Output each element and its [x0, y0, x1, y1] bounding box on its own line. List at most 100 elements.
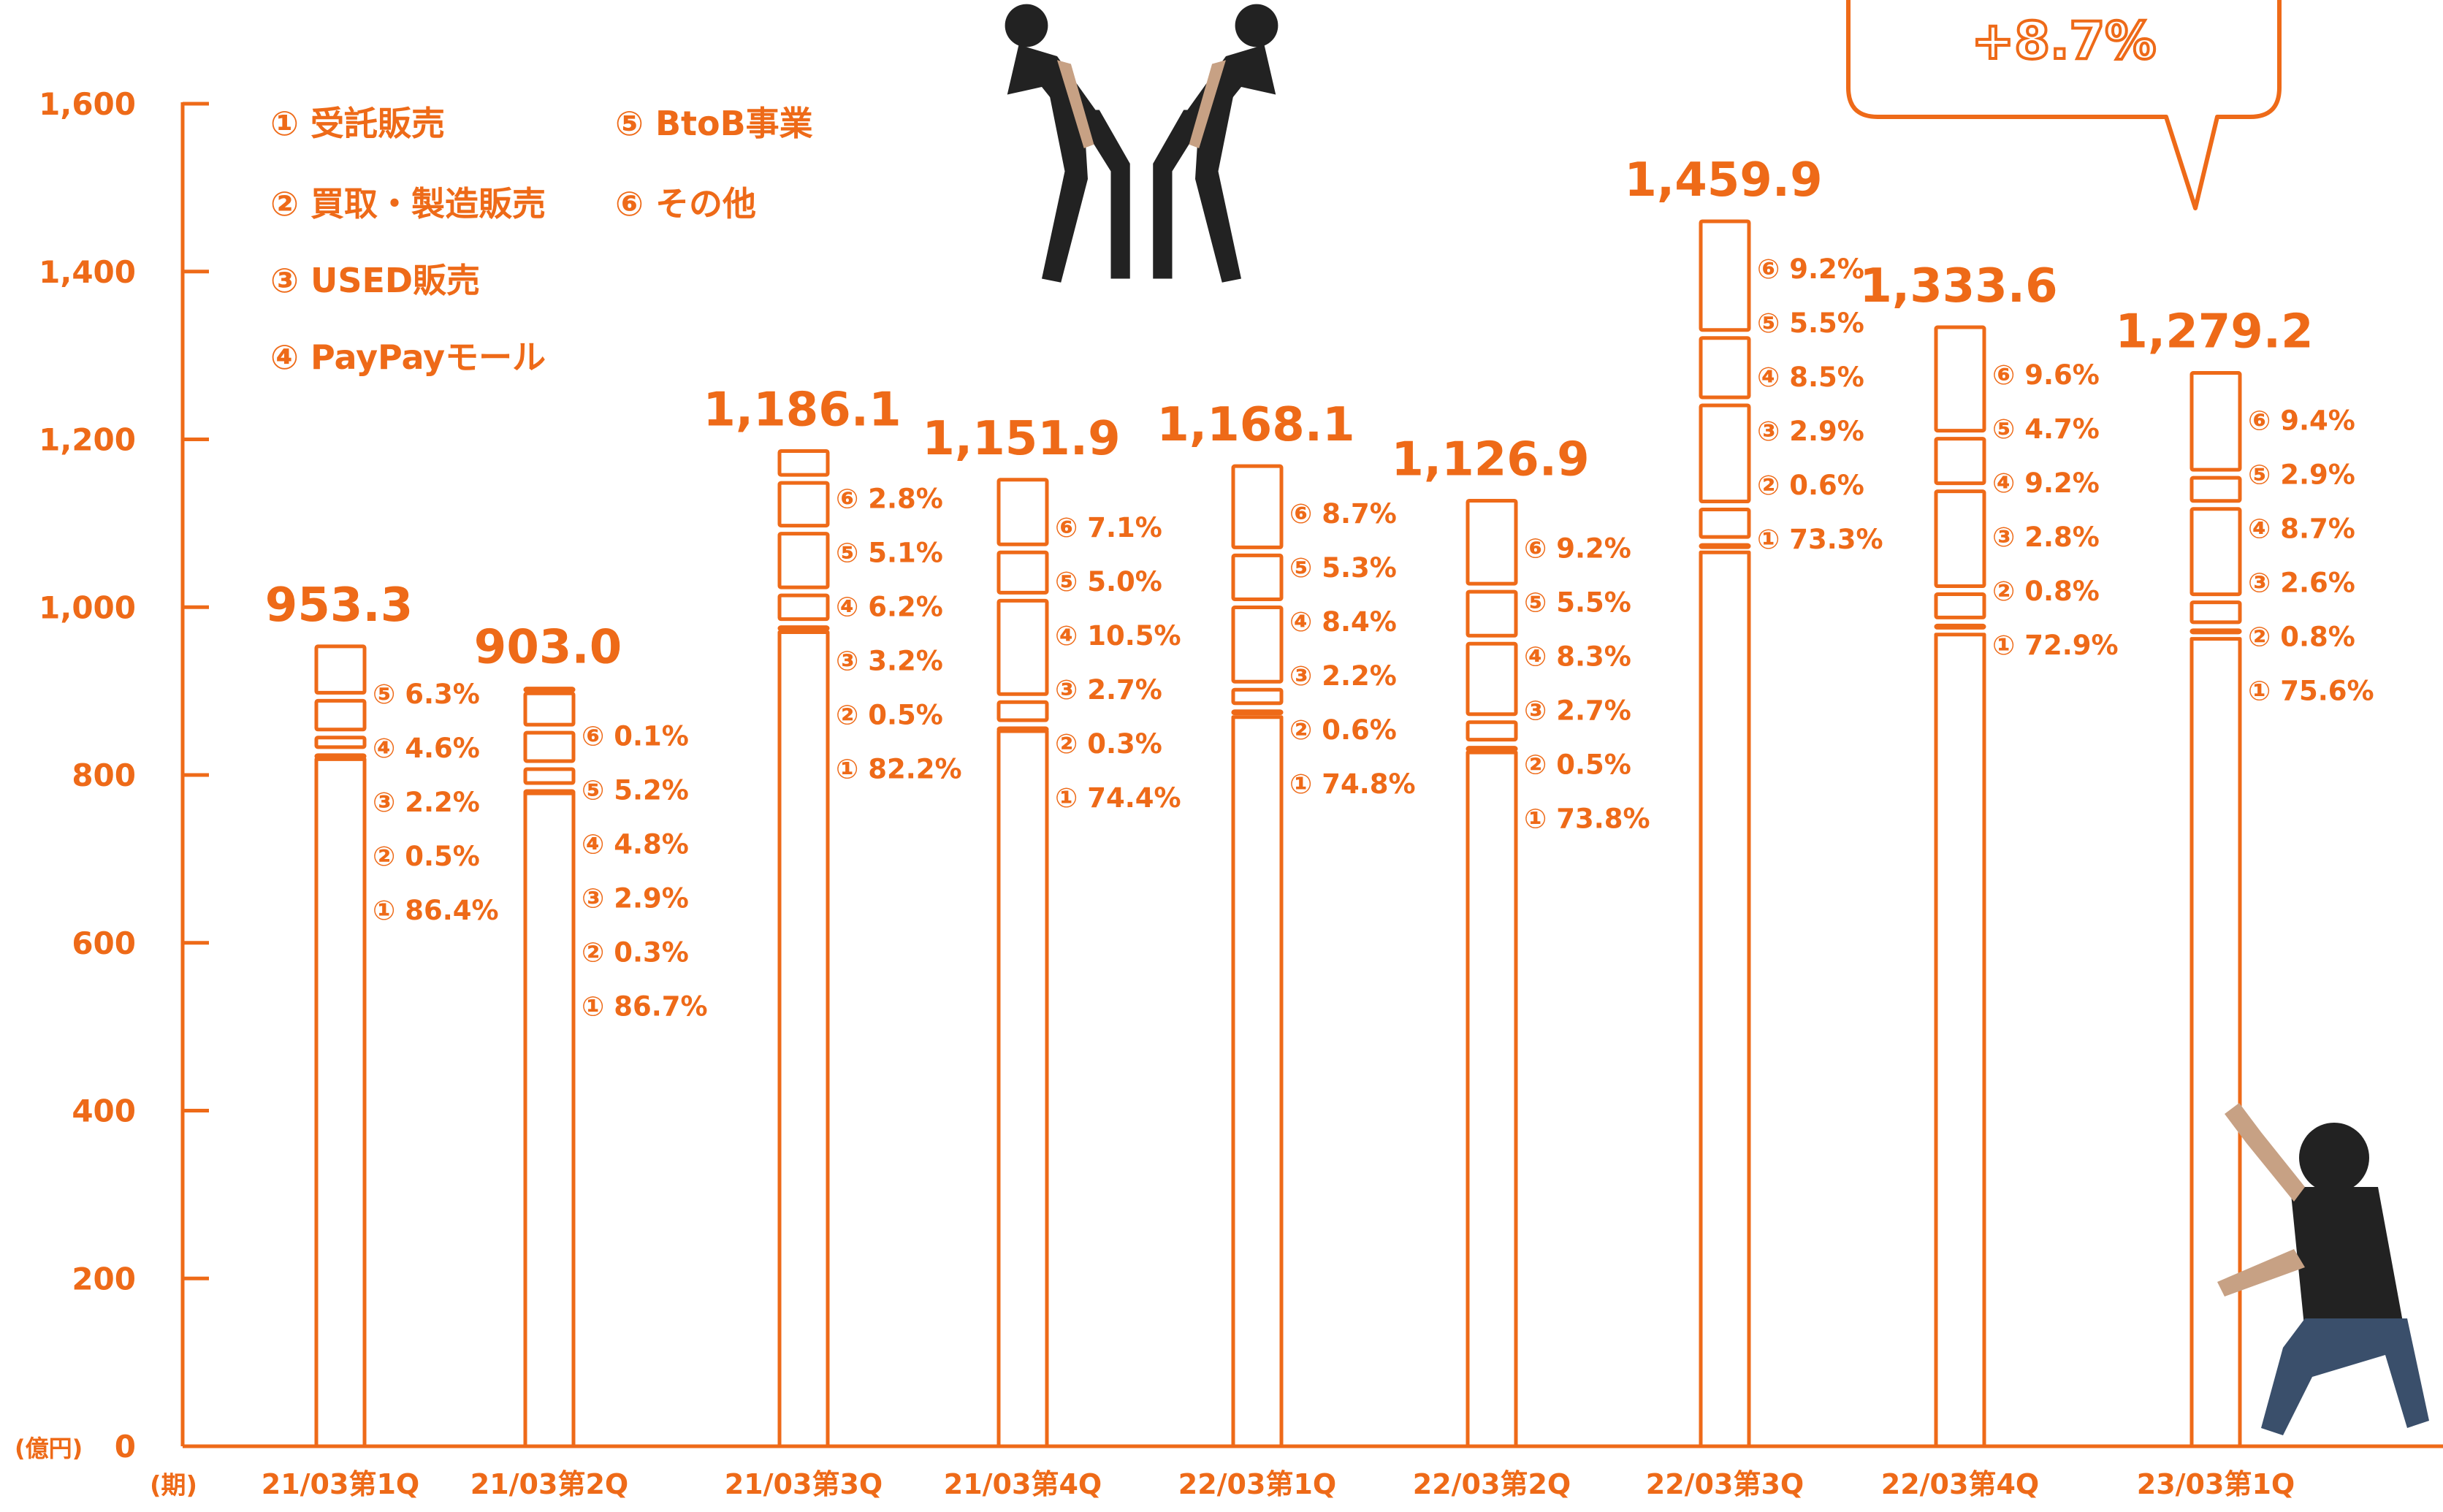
- leg-shape: [1072, 110, 1130, 279]
- bar-total-label: 1,279.2: [2115, 305, 2313, 359]
- leg-shape: [1042, 94, 1088, 283]
- bar-segment: [314, 753, 367, 760]
- bar-segment: [523, 691, 576, 727]
- bar-8: 1,333.6 22/03第4Q ⑥ 9.6% ⑤ 4.7% ④ 9.2% ③ 2.8% ②…: [1859, 259, 2118, 1500]
- leg-shape: [1195, 94, 1241, 283]
- segment-pct-label: ④ 6.2%: [836, 591, 943, 622]
- segment-pct-label: ① 82.2%: [836, 753, 962, 784]
- x-category-label: 21/03第4Q: [944, 1468, 1102, 1500]
- y-tick-label: 400: [72, 1093, 136, 1129]
- bar-segment: [996, 729, 1049, 1446]
- segment-pct-label: ⑤ 2.9%: [2248, 459, 2355, 491]
- legend-entry-3: ③ USED販売: [270, 261, 480, 300]
- segment-pct-label: ③ 2.2%: [1289, 660, 1397, 692]
- people-illustrations: [1005, 4, 2429, 1435]
- legend-group: ① 受託販売 ② 買取・製造販売 ③ USED販売 ④ PayPayモール ⑤ BtoB…: [270, 104, 813, 377]
- y-unit-label: (億円): [15, 1435, 83, 1462]
- callout-group: +8.7%: [1846, 0, 2282, 210]
- segment-pct-label: ① 75.6%: [2248, 676, 2374, 707]
- segment-pct-label: ⑥ 9.2%: [1757, 253, 1864, 285]
- bar-segment: [523, 730, 576, 763]
- bar-segment: [1699, 219, 1751, 332]
- legend-entry-4: ④ PayPayモール: [270, 337, 546, 377]
- y-tick-label: 0: [115, 1429, 136, 1465]
- segment-pct-label: ③ 2.6%: [2248, 568, 2355, 599]
- bar-segment: [777, 481, 830, 528]
- leg-shape: [1153, 110, 1211, 279]
- x-category-label: 22/03第1Q: [1178, 1468, 1336, 1500]
- segment-pct-label: ⑤ 5.0%: [1055, 566, 1162, 597]
- segment-pct-label: ② 0.3%: [1055, 728, 1162, 760]
- bar-segment: [314, 757, 367, 1446]
- segment-pct-label: ③ 2.7%: [1055, 674, 1162, 706]
- bar-segment: [523, 791, 576, 1446]
- head-shape: [1235, 4, 1278, 47]
- bar-total-label: 1,333.6: [1859, 259, 2057, 313]
- segment-pct-label: ③ 2.9%: [582, 883, 689, 915]
- bar-segment: [1466, 750, 1518, 1446]
- bar-segment: [777, 532, 830, 589]
- segment-pct-label: ⑥ 2.8%: [836, 483, 943, 514]
- x-category-label: 21/03第2Q: [470, 1468, 628, 1500]
- segment-pct-label: ⑤ 5.5%: [1757, 308, 1864, 339]
- bar-segment: [2189, 507, 2242, 597]
- bar-4: 1,151.9 21/03第4Q ⑥ 7.1% ⑤ 5.0% ④ 10.5% ③ 2.7%…: [922, 412, 1181, 1500]
- bar-3: 1,186.1 21/03第3Q ⑥ 2.8% ⑤ 5.1% ④ 6.2% ③ 3.2% ②…: [703, 383, 961, 1500]
- segment-pct-label: ⑥ 9.2%: [1524, 532, 1631, 564]
- segment-pct-label: ⑥ 8.7%: [1289, 498, 1397, 530]
- segment-pct-label: ① 74.4%: [1055, 782, 1181, 814]
- segment-pct-label: ④ 10.5%: [1055, 620, 1181, 652]
- segment-pct-label: ④ 8.5%: [1757, 362, 1864, 393]
- bar-6: 1,126.9 22/03第2Q ⑥ 9.2% ⑤ 5.5% ④ 8.3% ③ 2.7% ②…: [1391, 432, 1650, 1500]
- segment-pct-label: ④ 4.6%: [373, 733, 480, 764]
- segment-pct-label: ② 0.6%: [1757, 470, 1864, 501]
- segment-pct-label: ④ 8.3%: [1524, 641, 1631, 672]
- segment-pct-label: ② 0.8%: [1992, 576, 2100, 607]
- bar-segment: [1231, 687, 1284, 706]
- legend-entry-2: ② 買取・製造販売: [270, 184, 546, 224]
- person-figure-crouching: [2217, 1103, 2429, 1435]
- bar-segment: [523, 789, 576, 795]
- bar-segment: [1231, 553, 1284, 602]
- head-shape: [1005, 4, 1048, 47]
- bar-segment: [1466, 641, 1518, 717]
- head-shape: [2299, 1123, 2369, 1193]
- person-figure-right: [1153, 4, 1278, 283]
- segment-pct-label: ⑤ 5.2%: [582, 775, 689, 806]
- bar-segment: [1231, 606, 1284, 684]
- segment-pct-label: ③ 2.2%: [373, 787, 480, 818]
- legend-entry-5: ⑤ BtoB事業: [615, 104, 813, 143]
- bar-total-label: 1,126.9: [1391, 432, 1589, 486]
- callout-text: +8.7%: [1972, 11, 2157, 71]
- bar-segment: [777, 625, 830, 632]
- segment-pct-label: ⑤ 5.1%: [836, 537, 943, 568]
- segment-pct-label: ② 0.5%: [836, 699, 943, 730]
- segment-pct-label: ④ 8.4%: [1289, 606, 1397, 638]
- bar-total-label: 953.3: [265, 579, 413, 633]
- segment-pct-label: ④ 8.7%: [2248, 513, 2355, 545]
- bar-segment: [1231, 464, 1284, 549]
- segment-pct-label: ② 0.3%: [582, 937, 689, 969]
- bar-segment: [1231, 709, 1284, 716]
- segment-pct-label: ② 0.5%: [1524, 749, 1631, 780]
- bar-segment: [2189, 637, 2242, 1446]
- bar-total-label: 1,168.1: [1156, 398, 1354, 452]
- bar-7: 1,459.9 22/03第3Q ⑥ 9.2% ⑤ 5.5% ④ 8.5% ③ 2.9% ②…: [1624, 153, 1883, 1500]
- y-tick-label: 600: [72, 925, 136, 961]
- segment-pct-label: ① 86.7%: [582, 991, 708, 1023]
- bar-segment: [314, 644, 367, 695]
- segment-pct-label: ③ 3.2%: [836, 645, 943, 676]
- bar-total-label: 1,459.9: [1624, 153, 1822, 207]
- segment-pct-label: ③ 2.7%: [1524, 695, 1631, 726]
- bar-segment: [1934, 489, 1986, 589]
- segment-pct-label: ⑤ 4.7%: [1992, 413, 2100, 445]
- bar-2: 903.0 21/03第2Q ⑥ 0.1% ⑤ 5.2% ④ 4.8% ③ 2.9% ② 0…: [470, 621, 708, 1500]
- y-tick-label: 1,200: [39, 422, 136, 458]
- bar-total-label: 1,186.1: [703, 383, 901, 437]
- x-category-label: 23/03第1Q: [2137, 1468, 2295, 1500]
- bar-segment: [2189, 600, 2242, 625]
- arm-shape: [1189, 60, 1226, 148]
- bar-segment: [1934, 437, 1986, 486]
- bar-5: 1,168.1 22/03第1Q ⑥ 8.7% ⑤ 5.3% ④ 8.4% ③ 2.2% ②…: [1156, 398, 1415, 1500]
